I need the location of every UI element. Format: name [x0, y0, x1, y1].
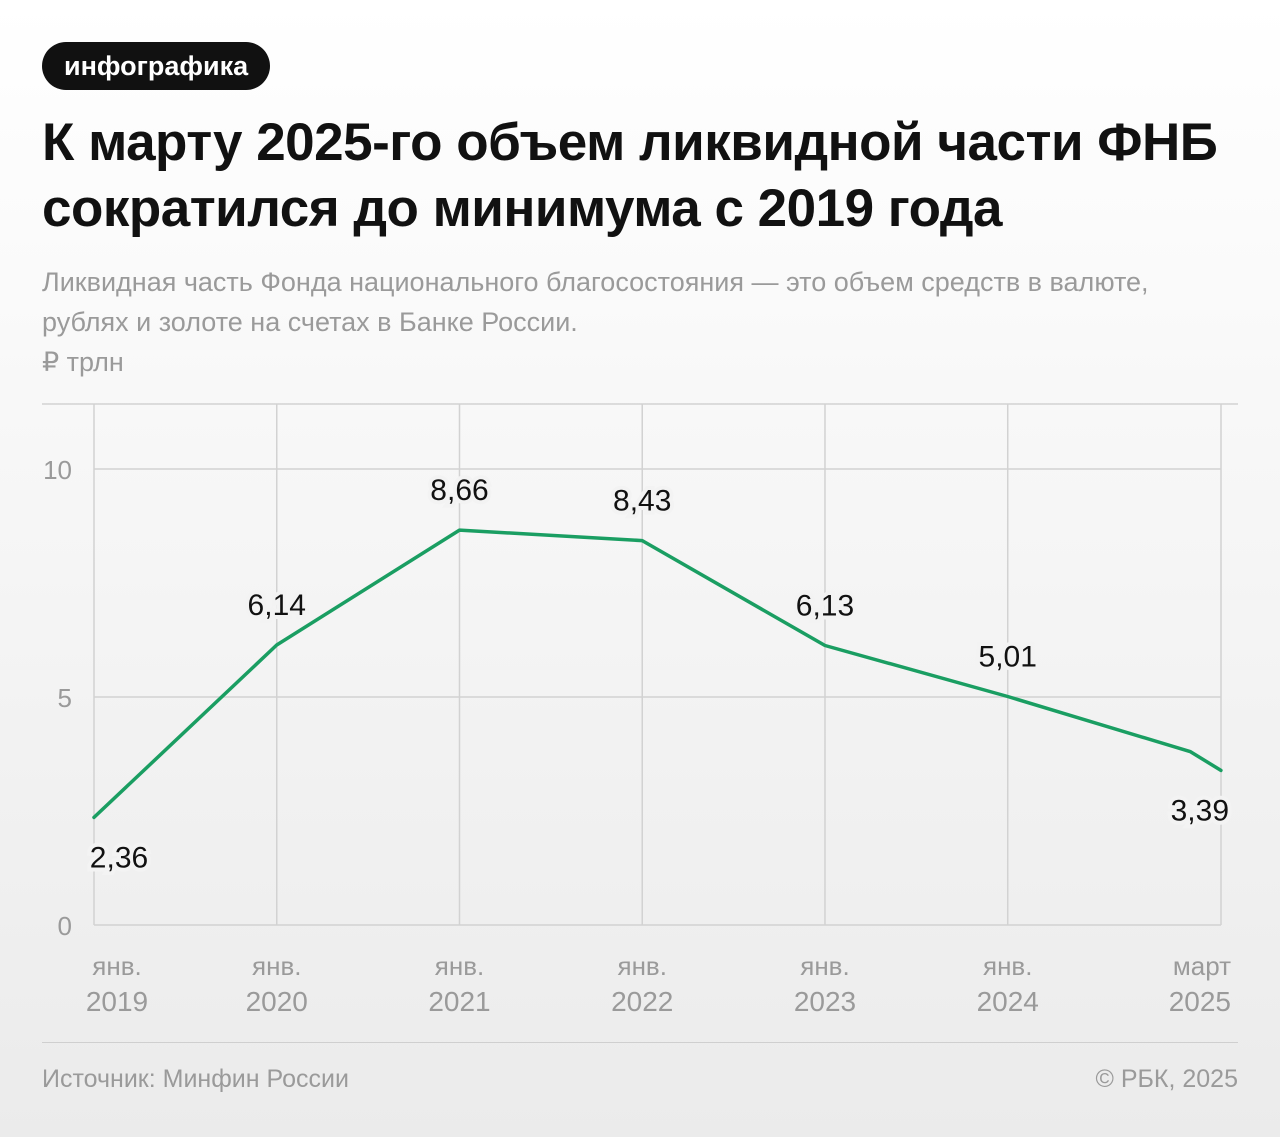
- chart-series: [92, 528, 1223, 820]
- data-label: 8,43: [613, 485, 671, 518]
- x-tick-label: 2021: [428, 986, 490, 1017]
- unit-label: ₽ трлн: [42, 347, 124, 377]
- y-axis-ticks: 0 5 10: [43, 455, 72, 941]
- x-tick-label: янв.: [983, 951, 1032, 981]
- data-labels: 2,36 6,14 8,66 8,43 6,13 5,01 3,39: [86, 470, 1233, 878]
- y-tick-label: 0: [58, 911, 72, 941]
- source-note: Источник: Минфин России: [42, 1065, 349, 1093]
- footer-divider: [42, 1042, 1238, 1043]
- x-tick-label: март: [1173, 951, 1231, 981]
- data-label: 5,01: [979, 641, 1037, 674]
- x-tick-label: 2024: [977, 986, 1039, 1017]
- data-label: 2,36: [90, 841, 148, 874]
- x-tick-label: янв.: [92, 951, 141, 981]
- data-label: 6,13: [796, 589, 854, 622]
- chart-grid: [42, 403, 1238, 926]
- x-tick-label: 2020: [246, 986, 308, 1017]
- x-tick-label: 2023: [794, 986, 856, 1017]
- x-tick-label: янв.: [617, 951, 666, 981]
- chart-subtitle: Ликвидная часть Фонда национального благ…: [42, 267, 1149, 337]
- x-tick-label: янв.: [800, 951, 849, 981]
- page-title: К марту 2025-го объем ликвидной части ФН…: [42, 113, 1218, 238]
- y-tick-label: 5: [58, 683, 72, 713]
- x-tick-label: 2019: [86, 986, 148, 1017]
- copyright-note: © РБК, 2025: [1095, 1065, 1238, 1093]
- x-tick-label: янв.: [252, 951, 301, 981]
- data-label: 8,66: [430, 474, 488, 507]
- x-tick-label: 2022: [611, 986, 673, 1017]
- category-badge: инфографика: [42, 42, 271, 90]
- y-tick-label: 10: [43, 455, 72, 485]
- x-tick-label: янв.: [435, 951, 484, 981]
- data-label: 6,14: [248, 589, 306, 622]
- data-label: 3,39: [1171, 794, 1229, 827]
- x-axis-ticks: янв. 2019 янв. 2020 янв. 2021 янв. 2022 янв. 2023…: [86, 951, 1231, 1017]
- series-line: [92, 528, 1223, 820]
- x-tick-label: 2025: [1169, 986, 1231, 1017]
